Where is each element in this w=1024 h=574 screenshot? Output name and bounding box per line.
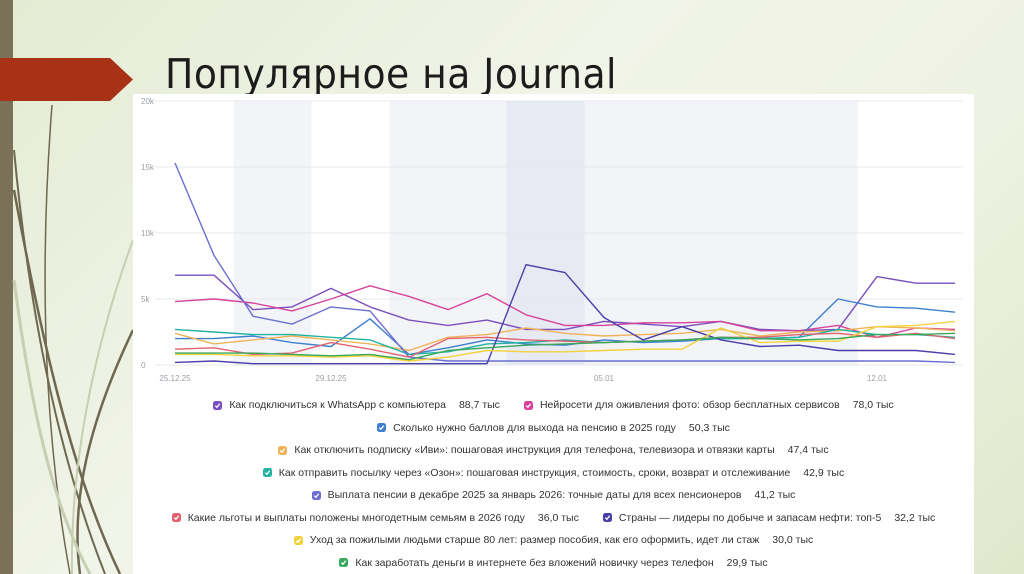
title-accent-arrow [0, 58, 133, 101]
slide-sidebar-bar [0, 0, 13, 574]
series-checkbox-icon[interactable] [523, 400, 533, 410]
legend-label: Как заработать деньги в интернете без вл… [355, 556, 714, 569]
legend-label: Страны — лидеры по добыче и запасам нефт… [618, 511, 882, 524]
legend-row: Как отключить подписку «Иви»: пошаговая … [133, 439, 974, 462]
series-line[interactable] [174, 328, 956, 356]
series-checkbox-icon[interactable] [213, 400, 223, 410]
legend-row: Как подключиться к WhatsApp с компьютера… [133, 394, 974, 417]
decorative-grass-lines [12, 104, 135, 574]
legend-total: 41,2 тыс [754, 489, 796, 502]
y-tick-label: 15k [141, 163, 155, 172]
x-tick-label: 25.12.25 [159, 374, 191, 383]
legend-item[interactable]: Уход за пожилыми людьми старше 80 лет: р… [293, 534, 814, 547]
series-line[interactable] [174, 162, 956, 364]
legend-total: 42,9 тыс [803, 466, 845, 479]
legend-item[interactable]: Сколько нужно баллов для выхода на пенси… [377, 422, 730, 434]
series-line[interactable] [175, 332, 956, 361]
legend-label: Сколько нужно баллов для выхода на пенси… [393, 421, 676, 434]
x-tick-label: 05.01 [594, 374, 615, 383]
legend-item[interactable]: Страны — лидеры по добыче и запасам нефт… [602, 511, 936, 524]
series-line[interactable] [174, 325, 956, 352]
y-tick-label: 5k [141, 295, 150, 304]
legend-row: Выплата пенсии в декабре 2025 за январь … [133, 484, 974, 507]
slide-title: Популярное на Journal [165, 50, 617, 98]
legend-item[interactable]: Как заработать деньги в интернете без вл… [339, 556, 768, 569]
legend-total: 36,0 тыс [537, 511, 579, 524]
arrow-shape [0, 58, 133, 101]
legend-total: 32,2 тыс [894, 511, 936, 524]
legend-label: Как отключить подписку «Иви»: пошаговая … [294, 444, 775, 457]
series-line[interactable] [174, 285, 956, 339]
legend-label: Как отправить посылку через «Озон»: поша… [278, 466, 791, 479]
series-checkbox-icon[interactable] [278, 445, 288, 455]
legend-item[interactable]: Нейросети для оживления фото: обзор бесп… [523, 399, 894, 412]
legend-row: Как отправить посылку через «Озон»: поша… [133, 462, 974, 485]
legend-total: 30,0 тыс [772, 534, 814, 547]
legend-label: Как подключиться к WhatsApp с компьютера [229, 399, 446, 412]
x-tick-label: 29.12.25 [315, 374, 347, 383]
chart-panel: 0 5k 10k 15k 20k 25.12.25 29.12.25 05.01 12.01 К… [133, 94, 974, 574]
legend-total: 50,3 тыс [688, 421, 730, 434]
y-tick-label: 10k [141, 229, 155, 238]
legend-row: Как заработать деньги в интернете без вл… [133, 552, 974, 574]
legend-item[interactable]: Выплата пенсии в декабре 2025 за январь … [311, 489, 796, 502]
legend-row: Уход за пожилыми людьми старше 80 лет: р… [133, 529, 974, 552]
series-checkbox-icon[interactable] [339, 558, 349, 568]
legend-total: 29,9 тыс [726, 556, 768, 569]
legend-label: Выплата пенсии в декабре 2025 за январь … [327, 489, 742, 502]
legend-row: Сколько нужно баллов для выхода на пенси… [133, 417, 974, 440]
legend-total: 78,0 тыс [852, 399, 894, 412]
series-line[interactable] [175, 298, 956, 356]
series-checkbox-icon[interactable] [171, 513, 181, 523]
legend-item[interactable]: Как отключить подписку «Иви»: пошаговая … [278, 444, 829, 457]
legend-label: Уход за пожилыми людьми старше 80 лет: р… [309, 534, 760, 547]
y-tick-label: 0 [141, 361, 146, 370]
series-line[interactable] [175, 320, 956, 362]
legend-total: 88,7 тыс [458, 399, 500, 412]
chart-legend: Как подключиться к WhatsApp с компьютера… [133, 394, 974, 574]
series-checkbox-icon[interactable] [377, 423, 387, 433]
legend-item[interactable]: Какие льготы и выплаты положены многодет… [171, 511, 579, 524]
series-checkbox-icon[interactable] [311, 490, 321, 500]
series-checkbox-icon[interactable] [262, 468, 272, 478]
x-tick-label: 12.01 [867, 374, 888, 383]
series-line[interactable] [174, 332, 956, 358]
series-checkbox-icon[interactable] [293, 535, 303, 545]
legend-label: Нейросети для оживления фото: обзор бесп… [539, 399, 840, 412]
line-chart: 0 5k 10k 15k 20k 25.12.25 29.12.25 05.01 12.01 [141, 97, 963, 383]
series-line[interactable] [174, 263, 956, 365]
legend-label: Какие льготы и выплаты положены многодет… [187, 511, 525, 524]
series-line[interactable] [175, 274, 955, 332]
legend-row: Какие льготы и выплаты положены многодет… [133, 507, 974, 530]
legend-item[interactable]: Как отправить посылку через «Озон»: поша… [262, 466, 845, 479]
legend-item[interactable]: Как подключиться к WhatsApp с компьютера… [213, 399, 500, 411]
y-tick-label: 20k [141, 97, 155, 106]
legend-total: 47,4 тыс [787, 444, 829, 457]
series-checkbox-icon[interactable] [602, 513, 612, 523]
